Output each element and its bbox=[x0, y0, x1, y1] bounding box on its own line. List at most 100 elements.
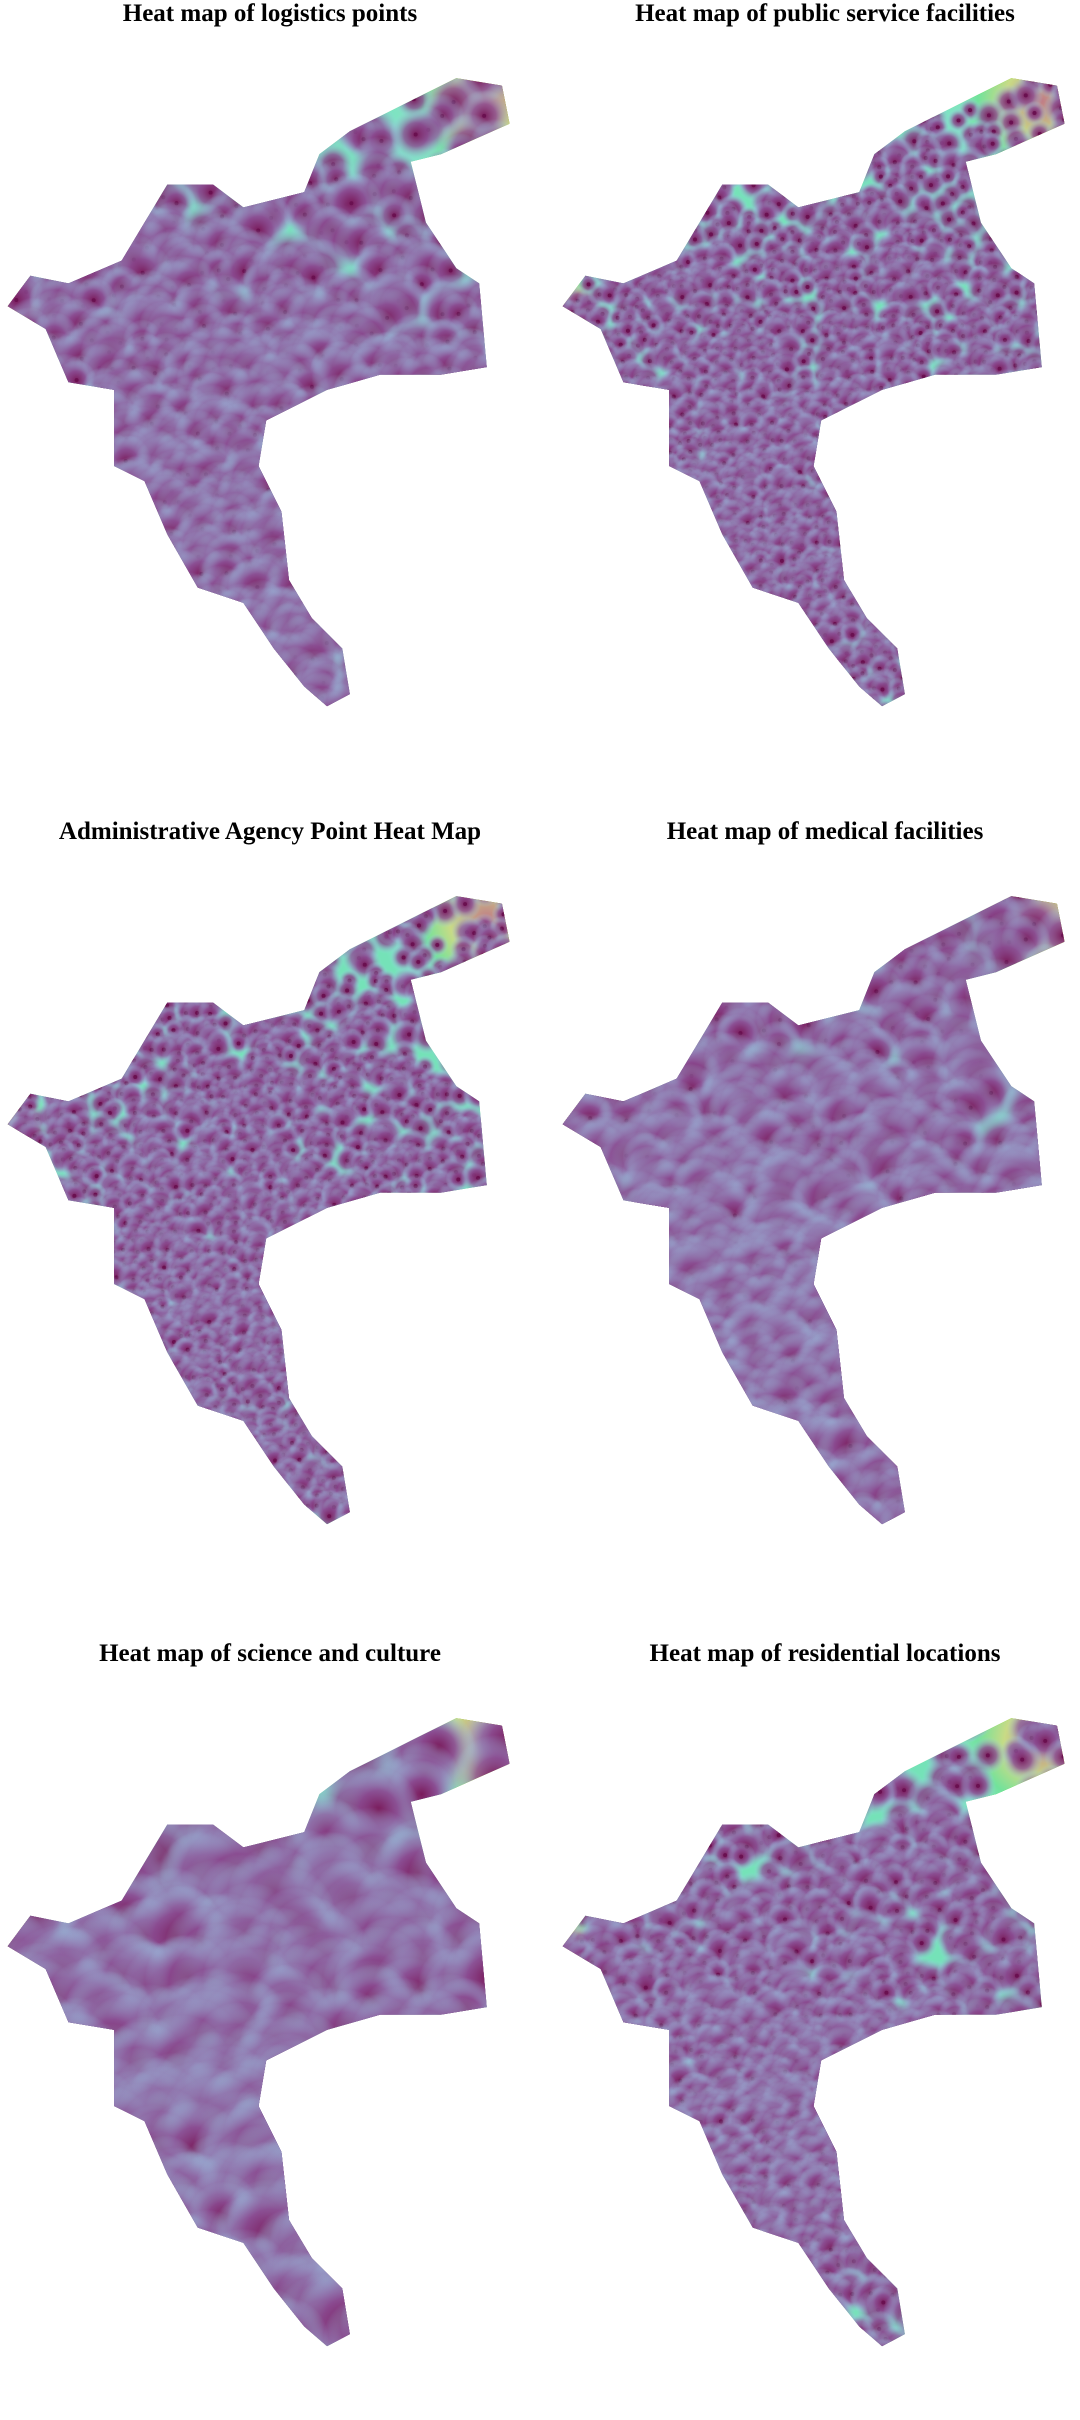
point bbox=[337, 401, 341, 405]
heat-spot bbox=[555, 317, 569, 351]
heat-spot bbox=[76, 565, 128, 617]
heat-spot bbox=[0, 610, 43, 653]
heat-spot bbox=[564, 376, 590, 402]
heat-spot bbox=[949, 67, 972, 90]
heat-spot bbox=[53, 386, 106, 439]
point bbox=[255, 682, 259, 686]
heat-spot bbox=[555, 300, 565, 327]
point bbox=[1060, 368, 1064, 372]
heat-spot bbox=[56, 414, 99, 457]
point bbox=[116, 614, 120, 618]
point bbox=[946, 174, 950, 178]
heat-spot bbox=[999, 182, 1024, 207]
point bbox=[84, 506, 88, 510]
heat-spot bbox=[333, 556, 375, 598]
heat-spot bbox=[6, 540, 66, 600]
point bbox=[731, 105, 735, 109]
point bbox=[853, 82, 857, 86]
point bbox=[41, 207, 45, 211]
heat-spot bbox=[4, 368, 53, 417]
point bbox=[807, 184, 811, 188]
point bbox=[708, 187, 712, 191]
point bbox=[454, 538, 458, 542]
point bbox=[984, 419, 988, 423]
heat-spot bbox=[555, 431, 586, 467]
point bbox=[445, 596, 449, 600]
point bbox=[451, 549, 455, 553]
point bbox=[404, 509, 408, 513]
point bbox=[837, 433, 841, 437]
heat-spot bbox=[926, 85, 955, 114]
heat-spot bbox=[406, 653, 450, 697]
heat-spot bbox=[555, 365, 587, 400]
heat-spot bbox=[32, 555, 76, 599]
point bbox=[386, 591, 390, 595]
heat-spot bbox=[398, 353, 449, 404]
heat-spot bbox=[1005, 217, 1032, 244]
point bbox=[1047, 67, 1051, 71]
heat-spot bbox=[384, 542, 446, 604]
point bbox=[958, 384, 962, 388]
point bbox=[666, 222, 670, 226]
heat-spot bbox=[22, 669, 62, 709]
heat-spot bbox=[1036, 223, 1064, 251]
heat-spot bbox=[308, 463, 358, 513]
heat-spot bbox=[257, 419, 308, 470]
point bbox=[817, 459, 821, 463]
heat-spot bbox=[954, 447, 976, 469]
heat-spot bbox=[99, 506, 140, 547]
point bbox=[868, 405, 872, 409]
point bbox=[828, 78, 832, 82]
heat-spot bbox=[367, 648, 429, 710]
heat-spot bbox=[318, 439, 381, 502]
point bbox=[626, 120, 630, 124]
point bbox=[187, 599, 191, 603]
point bbox=[991, 390, 995, 394]
point bbox=[609, 419, 613, 423]
heat-spot bbox=[609, 239, 634, 264]
heat-spot bbox=[0, 320, 29, 376]
point bbox=[638, 427, 642, 431]
heat-spot bbox=[633, 52, 664, 83]
heat-spot bbox=[629, 430, 658, 459]
point bbox=[1060, 133, 1064, 137]
heat-spot bbox=[476, 424, 529, 477]
heat-spot bbox=[832, 437, 859, 464]
heat-spot bbox=[1050, 346, 1080, 377]
point bbox=[266, 685, 270, 689]
point bbox=[316, 530, 320, 534]
heat-spot bbox=[340, 571, 402, 633]
heat-spot bbox=[164, 137, 218, 191]
heat-spot bbox=[859, 451, 891, 483]
point bbox=[44, 459, 48, 463]
point bbox=[63, 377, 67, 381]
point bbox=[464, 450, 468, 454]
point bbox=[163, 146, 167, 150]
heat-spot bbox=[317, 381, 380, 444]
point bbox=[310, 406, 314, 410]
heat-spot bbox=[555, 62, 578, 95]
heat-spot bbox=[0, 397, 24, 452]
heat-spot bbox=[457, 692, 502, 737]
point bbox=[590, 255, 594, 259]
point bbox=[114, 173, 118, 177]
point bbox=[442, 226, 446, 230]
heat-spot bbox=[143, 667, 186, 710]
heat-spot bbox=[379, 442, 439, 502]
point bbox=[906, 455, 910, 459]
heat-spot bbox=[441, 560, 492, 611]
point bbox=[1051, 332, 1055, 336]
point bbox=[652, 150, 656, 154]
point bbox=[555, 338, 557, 342]
heat-spot bbox=[462, 529, 525, 592]
point bbox=[1025, 167, 1029, 171]
heat-spot bbox=[594, 396, 622, 424]
heat-spot bbox=[625, 235, 647, 257]
point bbox=[645, 119, 649, 123]
heat-spot bbox=[197, 673, 236, 712]
point bbox=[1008, 426, 1012, 430]
heat-spot bbox=[887, 437, 916, 466]
heat-spot bbox=[0, 602, 28, 661]
point bbox=[294, 505, 298, 509]
heat-spot bbox=[993, 372, 1022, 401]
